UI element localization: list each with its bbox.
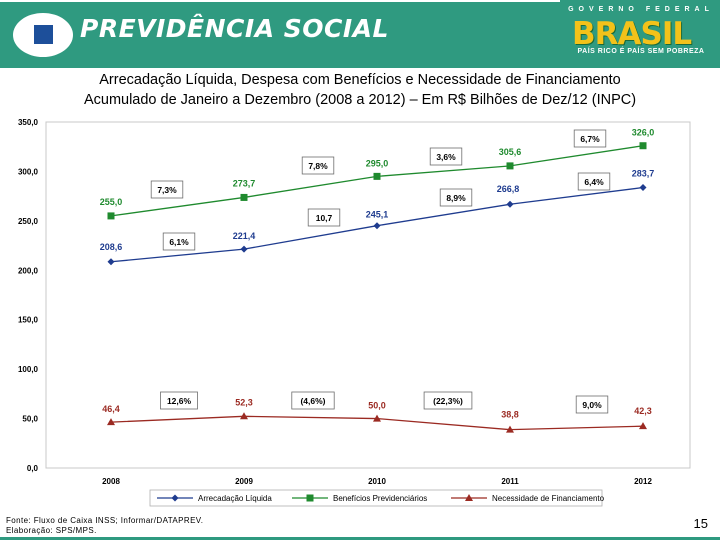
growth-rate-label: 6,1% — [169, 237, 189, 247]
y-tick-label: 0,0 — [27, 464, 39, 473]
legend-label: Benefícios Previdenciários — [333, 494, 427, 503]
growth-rate-label: 3,6% — [436, 152, 456, 162]
growth-rate-label: 6,4% — [584, 177, 604, 187]
x-tick-label: 2011 — [501, 477, 519, 486]
x-tick-label: 2008 — [102, 477, 120, 486]
data-label: 326,0 — [632, 128, 655, 138]
y-tick-label: 200,0 — [18, 266, 39, 275]
data-label: 273,7 — [233, 178, 256, 188]
brand-title: PREVIDÊNCIA SOCIAL — [80, 14, 389, 43]
page-number: 15 — [693, 516, 708, 531]
data-point-marker — [107, 212, 115, 220]
data-point-marker — [506, 162, 514, 170]
legend-marker — [171, 494, 179, 502]
growth-rate-box — [577, 172, 611, 191]
growth-rate-label: 8,9% — [446, 193, 466, 203]
data-label: 266,8 — [497, 184, 520, 194]
data-label: 221,4 — [233, 231, 256, 241]
data-label: 245,1 — [366, 210, 389, 220]
growth-rate-label: 10,7 — [316, 213, 333, 223]
bottom-bar — [0, 537, 720, 540]
growth-rate-box — [573, 129, 607, 148]
growth-rate-box — [301, 156, 335, 175]
plot-frame — [45, 121, 691, 469]
legend-marker — [306, 494, 314, 502]
legend-label: Arrecadação Líquida — [198, 494, 272, 503]
growth-rate-box — [429, 147, 463, 166]
data-point-marker — [373, 222, 381, 230]
data-point-marker — [639, 422, 647, 430]
logo-mark-icon — [34, 25, 53, 44]
data-point-marker — [506, 425, 514, 433]
growth-rate-label: (22,3%) — [433, 396, 463, 406]
y-tick-label: 350,0 — [18, 118, 39, 127]
growth-rate-label: (4,6%) — [300, 396, 325, 406]
gov-brasil-word: BRASIL — [572, 16, 692, 52]
growth-rate-label: 7,8% — [308, 161, 328, 171]
growth-rate-box — [439, 188, 473, 207]
growth-rate-box — [575, 395, 609, 414]
x-tick-label: 2012 — [634, 477, 652, 486]
gov-top-text: GOVERNO FEDERAL — [568, 6, 714, 13]
growth-rate-box — [423, 391, 473, 410]
legend-label: Necessidade de Financiamento — [492, 494, 605, 503]
data-label: 52,3 — [235, 397, 253, 407]
data-point-marker — [373, 172, 381, 180]
growth-rate-label: 9,0% — [582, 400, 602, 410]
footer-prepared: Elaboração: SPS/MPS. — [6, 526, 97, 535]
gov-slogan: PAÍS RICO É PAÍS SEM POBREZA — [577, 48, 705, 55]
data-point-marker — [107, 258, 115, 266]
data-point-marker — [107, 418, 115, 426]
y-tick-label: 150,0 — [18, 316, 39, 325]
footer-notes: Fonte: Fluxo de Caixa INSS; Informar/DAT… — [6, 516, 203, 536]
y-tick-label: 50,0 — [22, 415, 38, 424]
header-top-line — [0, 0, 560, 2]
y-tick-label: 100,0 — [18, 365, 39, 374]
line-chart: 0,0 50,0 100,0 150,0 200,0 250,0 300,0 350,0 200… — [18, 118, 691, 507]
growth-rate-label: 12,6% — [167, 396, 192, 406]
data-label: 42,3 — [634, 406, 652, 416]
data-label: 255,0 — [100, 197, 123, 207]
slide-title: Arrecadação Líquida, Despesa com Benefíc… — [0, 70, 720, 110]
footer-source: Fonte: Fluxo de Caixa INSS; Informar/DAT… — [6, 516, 204, 525]
growth-rate-box — [291, 391, 335, 410]
y-tick-label: 300,0 — [18, 167, 39, 176]
title-line-2: Acumulado de Janeiro a Dezembro (2008 a … — [83, 92, 637, 108]
header-bar: PREVIDÊNCIA SOCIAL GOVERNO FEDERAL BRASI… — [0, 0, 720, 68]
governo-federal-logo: GOVERNO FEDERAL BRASIL PAÍS RICO É PAÍS … — [566, 6, 716, 62]
growth-rate-box — [307, 208, 341, 227]
growth-rate-label: 7,3% — [157, 185, 177, 195]
data-label: 38,8 — [501, 410, 519, 420]
data-point-marker — [639, 142, 647, 150]
series-line — [110, 145, 644, 217]
data-label: 46,4 — [102, 404, 120, 414]
data-point-marker — [639, 184, 647, 192]
data-point-marker — [506, 200, 514, 208]
data-label: 295,0 — [366, 158, 389, 168]
data-label: 208,6 — [100, 242, 123, 252]
title-line-1: Arrecadação Líquida, Despesa com Benefíc… — [99, 72, 621, 88]
data-point-marker — [373, 414, 381, 422]
growth-rate-label: 6,7% — [580, 134, 600, 144]
data-label: 50,0 — [368, 401, 386, 411]
data-label: 305,6 — [499, 147, 522, 157]
legend-marker — [465, 494, 473, 501]
growth-rate-box — [162, 232, 196, 251]
y-tick-label: 250,0 — [18, 217, 39, 226]
x-tick-label: 2009 — [235, 477, 253, 486]
previdencia-logo — [13, 13, 73, 57]
x-tick-label: 2010 — [368, 477, 386, 486]
legend-box — [149, 489, 603, 507]
data-point-marker — [240, 245, 248, 253]
data-label: 283,7 — [632, 169, 655, 179]
data-point-marker — [240, 193, 248, 201]
growth-rate-box — [160, 391, 198, 410]
data-point-marker — [240, 412, 248, 420]
growth-rate-box — [150, 180, 184, 199]
